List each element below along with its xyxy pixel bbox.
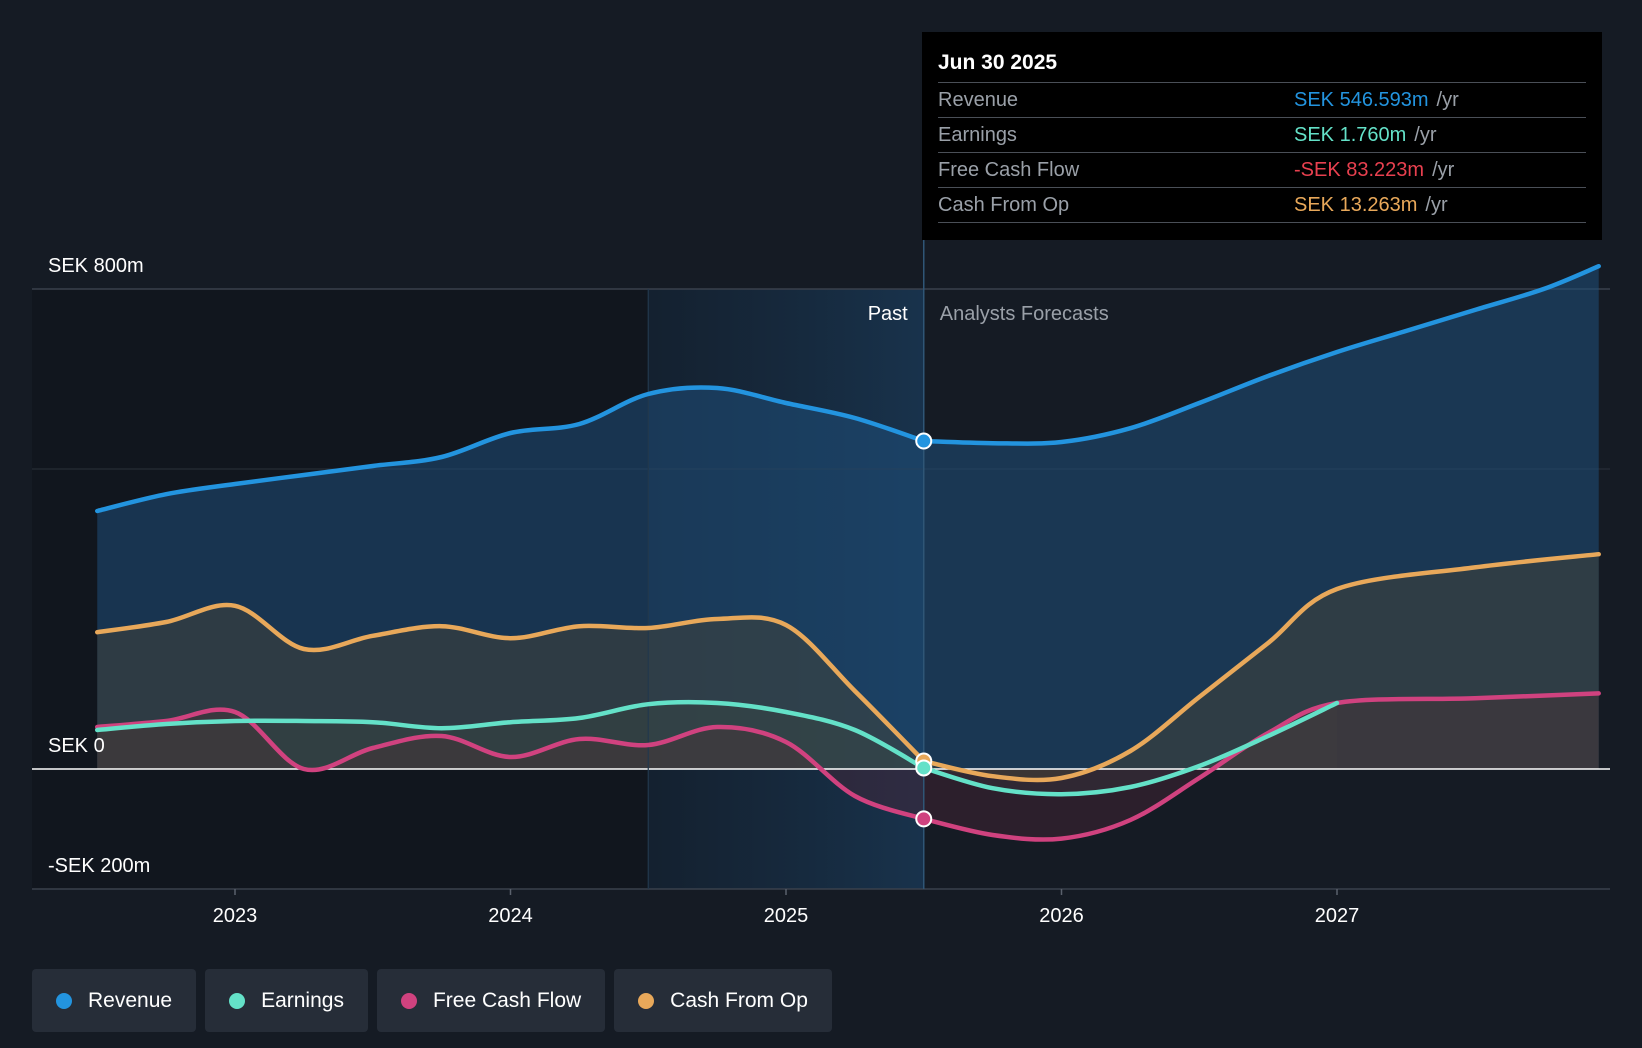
line-cash-from-op-past xyxy=(95,602,926,764)
x-tick-label-2026: 2026 xyxy=(1039,905,1084,927)
tooltip-label: Earnings xyxy=(938,123,1017,146)
tooltip-value: SEK 546.593m xyxy=(1294,88,1429,111)
legend-item-earnings[interactable]: Earnings xyxy=(205,969,368,1032)
legend-dot-icon xyxy=(400,992,417,1009)
tooltip-unit: /yr xyxy=(1414,123,1437,146)
marker-earnings xyxy=(915,759,933,777)
tooltip-label: Free Cash Flow xyxy=(938,158,1080,181)
line-cash-from-op-forecast xyxy=(921,551,1601,783)
y-axis-label-bottom: -SEK 200m xyxy=(48,855,150,877)
tooltip-date: Jun 30 2025 xyxy=(938,51,1058,74)
x-tick-label-2027: 2027 xyxy=(1315,905,1360,927)
area-free-cash-flow xyxy=(97,693,1599,840)
x-tick-label-2024: 2024 xyxy=(488,905,533,927)
tooltip-unit: /yr xyxy=(1425,193,1448,216)
x-tick-label-2023: 2023 xyxy=(213,905,258,927)
y-axis-label-zero: SEK 0 xyxy=(48,735,105,757)
area-cash-from-op xyxy=(97,554,1599,781)
tooltip-label: Revenue xyxy=(938,88,1019,111)
tooltip-row-cash-from-op: Cash From Op SEK 13.263m /yr xyxy=(938,187,1586,223)
tooltip-unit: /yr xyxy=(1436,88,1459,111)
y-axis-label-top: SEK 800m xyxy=(48,255,144,277)
marker-free-cash-flow xyxy=(915,810,933,828)
legend-item-revenue[interactable]: Revenue xyxy=(32,969,197,1032)
line-revenue-past xyxy=(95,385,926,514)
legend-dot-icon xyxy=(638,992,655,1009)
marker-revenue xyxy=(915,432,933,450)
tooltip-row-earnings: Earnings SEK 1.760m /yr xyxy=(938,117,1586,152)
line-free-cash-flow-past xyxy=(95,707,926,822)
x-tick-label-2025: 2025 xyxy=(764,905,809,927)
past-label: Past xyxy=(868,303,908,325)
tooltip-value: SEK 1.760m xyxy=(1294,123,1407,146)
line-free-cash-flow-forecast xyxy=(921,691,1601,842)
line-earnings-past xyxy=(95,699,926,771)
tooltip-value: -SEK 83.223m xyxy=(1294,158,1425,181)
legend-dot-icon xyxy=(229,992,246,1009)
legend-label: Revenue xyxy=(88,988,173,1012)
legend-item-cash-from-op[interactable]: Cash From Op xyxy=(614,969,832,1032)
tooltip-value: SEK 13.263m xyxy=(1294,193,1418,216)
tooltip-row-revenue: Revenue SEK 546.593m /yr xyxy=(938,82,1586,117)
area-revenue xyxy=(97,266,1599,769)
line-revenue-forecast xyxy=(921,263,1601,446)
legend-label: Free Cash Flow xyxy=(432,988,582,1012)
legend-label: Earnings xyxy=(261,988,344,1012)
legend-dot-icon xyxy=(56,992,72,1009)
forecast-label: Analysts Forecasts xyxy=(940,303,1109,325)
tooltip: Jun 30 2025 Revenue SEK 546.593m /yr Ear… xyxy=(922,32,1602,240)
tooltip-unit: /yr xyxy=(1432,158,1455,181)
line-earnings-forecast xyxy=(921,700,1340,797)
legend-item-free-cash-flow[interactable]: Free Cash Flow xyxy=(376,969,606,1032)
legend-label: Cash From Op xyxy=(670,988,808,1012)
legend: Revenue Earnings Free Cash Flow Cash Fro… xyxy=(32,969,832,1032)
tooltip-row-free-cash-flow: Free Cash Flow -SEK 83.223m /yr xyxy=(938,152,1586,187)
area-earnings xyxy=(97,702,1337,795)
tooltip-label: Cash From Op xyxy=(938,193,1070,216)
